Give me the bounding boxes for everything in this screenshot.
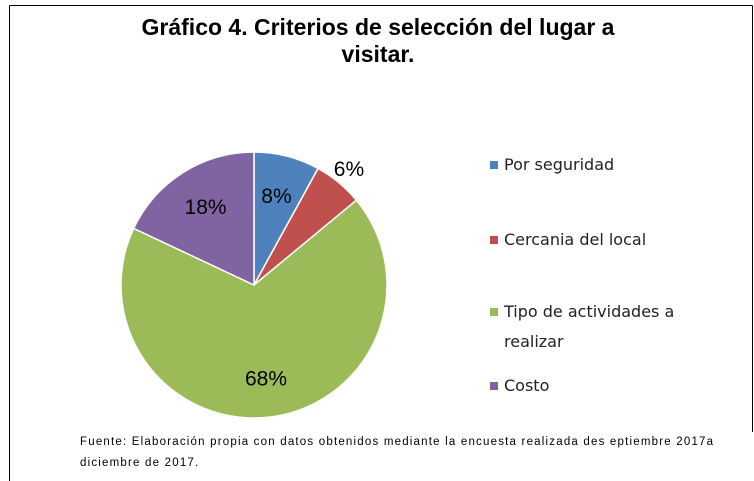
data-label: 18%	[185, 196, 227, 219]
pie-slice	[132, 151, 255, 287]
data-label: 68%	[245, 368, 287, 391]
legend-label: Cercania del local	[504, 230, 647, 249]
data-label: 6%	[334, 158, 364, 181]
legend-swatch	[490, 308, 498, 316]
legend-item: Tipo de actividades a realizar	[490, 297, 694, 357]
legend-swatch	[490, 236, 498, 244]
legend-item: Por seguridad	[490, 150, 744, 180]
legend-swatch	[490, 161, 498, 169]
legend-label: Por seguridad	[504, 155, 615, 174]
legend-swatch	[490, 382, 498, 390]
legend-label: Tipo de actividades a realizar	[504, 302, 675, 351]
chart-title: Gráfico 4. Criterios de selección del lu…	[141, 14, 615, 67]
data-label: 8%	[261, 185, 291, 208]
legend-item: Costo	[490, 371, 744, 401]
legend-item: Cercania del local	[490, 225, 744, 255]
legend-label: Costo	[504, 376, 550, 395]
source-note: Fuente: Elaboración propia con datos obt…	[80, 436, 715, 469]
pie-slice	[120, 199, 388, 419]
